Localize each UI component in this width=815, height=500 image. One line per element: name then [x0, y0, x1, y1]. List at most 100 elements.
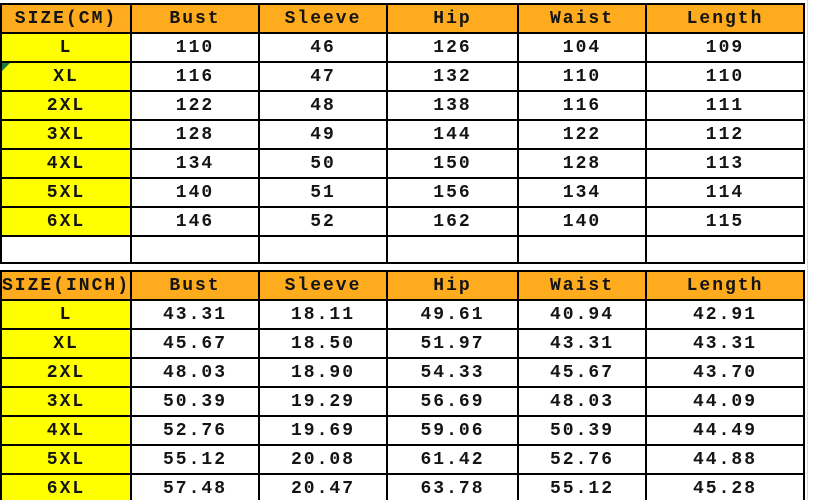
table-row: L 43.31 18.11 49.61 40.94 42.91 — [0, 299, 805, 330]
value-cell: 46 — [258, 32, 388, 63]
value-cell: 18.90 — [258, 357, 388, 388]
value-cell: 112 — [645, 119, 805, 150]
table-row: XL 45.67 18.50 51.97 43.31 43.31 — [0, 328, 805, 359]
value-cell: 49.61 — [386, 299, 519, 330]
value-cell: 19.29 — [258, 386, 388, 417]
table-row: 4XL 52.76 19.69 59.06 50.39 44.49 — [0, 415, 805, 446]
spacer-cell — [386, 235, 519, 264]
value-cell: 162 — [386, 206, 519, 237]
value-cell: 104 — [517, 32, 647, 63]
value-cell: 63.78 — [386, 473, 519, 500]
header-cell-hip: Hip — [386, 270, 519, 301]
header-cell-hip: Hip — [386, 3, 519, 34]
size-label-cell: 6XL — [0, 206, 132, 237]
value-cell: 51.97 — [386, 328, 519, 359]
value-cell: 50.39 — [130, 386, 260, 417]
value-cell: 110 — [130, 32, 260, 63]
size-label-cell: 4XL — [0, 415, 132, 446]
value-cell: 134 — [130, 148, 260, 179]
table-row: 3XL 50.39 19.29 56.69 48.03 44.09 — [0, 386, 805, 417]
value-cell: 57.48 — [130, 473, 260, 500]
size-label-cell: 5XL — [0, 177, 132, 208]
value-cell: 55.12 — [130, 444, 260, 475]
value-cell: 45.67 — [130, 328, 260, 359]
value-cell: 54.33 — [386, 357, 519, 388]
value-cell: 20.47 — [258, 473, 388, 500]
table-row: XL 116 47 132 110 110 — [0, 61, 805, 92]
value-cell: 138 — [386, 90, 519, 121]
value-cell: 52 — [258, 206, 388, 237]
value-cell: 116 — [517, 90, 647, 121]
spacer-cell — [645, 235, 805, 264]
table-row: 5XL 55.12 20.08 61.42 52.76 44.88 — [0, 444, 805, 475]
value-cell: 122 — [517, 119, 647, 150]
size-label-cell: XL — [0, 61, 132, 92]
value-cell: 116 — [130, 61, 260, 92]
value-cell: 56.69 — [386, 386, 519, 417]
value-cell: 48 — [258, 90, 388, 121]
value-cell: 144 — [386, 119, 519, 150]
value-cell: 109 — [645, 32, 805, 63]
size-label-cell: 6XL — [0, 473, 132, 500]
value-cell: 45.28 — [645, 473, 805, 500]
value-cell: 44.88 — [645, 444, 805, 475]
spreadsheet-gridline — [807, 0, 808, 500]
value-cell: 52.76 — [130, 415, 260, 446]
header-row-cm: SIZE(CM) Bust Sleeve Hip Waist Length — [0, 3, 805, 34]
spacer-cell — [0, 235, 132, 264]
value-cell: 111 — [645, 90, 805, 121]
value-cell: 43.31 — [517, 328, 647, 359]
value-cell: 47 — [258, 61, 388, 92]
value-cell: 150 — [386, 148, 519, 179]
value-cell: 42.91 — [645, 299, 805, 330]
size-label-cell: L — [0, 32, 132, 63]
table-row: 4XL 134 50 150 128 113 — [0, 148, 805, 179]
value-cell: 156 — [386, 177, 519, 208]
value-cell: 43.31 — [130, 299, 260, 330]
table-row: 5XL 140 51 156 134 114 — [0, 177, 805, 208]
header-cell-waist: Waist — [517, 270, 647, 301]
size-label-cell: 3XL — [0, 386, 132, 417]
value-cell: 140 — [517, 206, 647, 237]
cell-corner-marker — [3, 64, 10, 71]
size-label-cell: 2XL — [0, 357, 132, 388]
value-cell: 126 — [386, 32, 519, 63]
value-cell: 59.06 — [386, 415, 519, 446]
value-cell: 18.50 — [258, 328, 388, 359]
size-label-cell: L — [0, 299, 132, 330]
spacer-cell — [258, 235, 388, 264]
value-cell: 43.70 — [645, 357, 805, 388]
value-cell: 128 — [130, 119, 260, 150]
size-label-cell: 3XL — [0, 119, 132, 150]
size-label-cell: 2XL — [0, 90, 132, 121]
size-label-cell: 5XL — [0, 444, 132, 475]
size-table-inch: SIZE(INCH) Bust Sleeve Hip Waist Length … — [0, 270, 805, 500]
value-cell: 19.69 — [258, 415, 388, 446]
value-cell: 61.42 — [386, 444, 519, 475]
spacer-row — [0, 235, 805, 264]
header-cell-length: Length — [645, 270, 805, 301]
value-cell: 122 — [130, 90, 260, 121]
table-row: L 110 46 126 104 109 — [0, 32, 805, 63]
value-cell: 115 — [645, 206, 805, 237]
table-row: 2XL 48.03 18.90 54.33 45.67 43.70 — [0, 357, 805, 388]
spacer-cell — [130, 235, 260, 264]
header-cell-length: Length — [645, 3, 805, 34]
value-cell: 43.31 — [645, 328, 805, 359]
value-cell: 146 — [130, 206, 260, 237]
value-cell: 51 — [258, 177, 388, 208]
value-cell: 48.03 — [517, 386, 647, 417]
value-cell: 134 — [517, 177, 647, 208]
header-cell-waist: Waist — [517, 3, 647, 34]
value-cell: 45.67 — [517, 357, 647, 388]
header-cell-bust: Bust — [130, 3, 260, 34]
value-cell: 44.09 — [645, 386, 805, 417]
table-gap — [0, 264, 803, 270]
value-cell: 113 — [645, 148, 805, 179]
size-label-cell: XL — [0, 328, 132, 359]
table-row: 2XL 122 48 138 116 111 — [0, 90, 805, 121]
value-cell: 114 — [645, 177, 805, 208]
